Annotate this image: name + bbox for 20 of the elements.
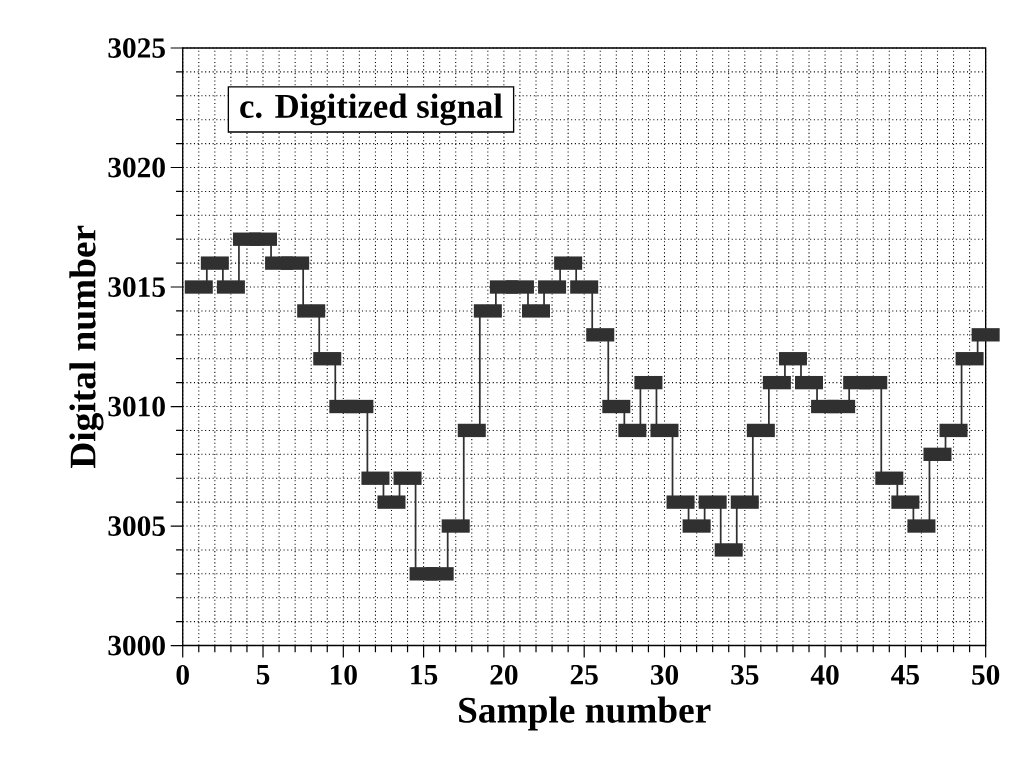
- x-tick-label: 25: [570, 665, 598, 685]
- x-tick-label: 40: [810, 665, 839, 685]
- x-tick-label: 45: [891, 665, 919, 685]
- y-tick-label: 3020: [108, 157, 165, 178]
- text: c. Digitized signal: [240, 93, 503, 126]
- x-axis-title: Sample number: [459, 696, 711, 731]
- y-axis-title: Digital number: [69, 225, 104, 469]
- y-tick-label: 3010: [108, 396, 165, 417]
- y-tick-label: 3000: [108, 635, 165, 656]
- x-tick-label: 5: [256, 665, 270, 685]
- y-tick-label: 3025: [108, 38, 165, 59]
- x-tick-label: 50: [972, 665, 1000, 685]
- x-tick-label: 15: [411, 665, 438, 685]
- x-tick-label: 30: [650, 665, 679, 685]
- x-tick-label: 20: [490, 665, 518, 685]
- y-tick-label: 3015: [108, 277, 165, 298]
- x-tick-label: 10: [330, 665, 357, 685]
- x-tick-label: 35: [731, 665, 759, 685]
- y-tick-label: 3005: [108, 516, 165, 537]
- x-tick-label: 0: [176, 665, 189, 685]
